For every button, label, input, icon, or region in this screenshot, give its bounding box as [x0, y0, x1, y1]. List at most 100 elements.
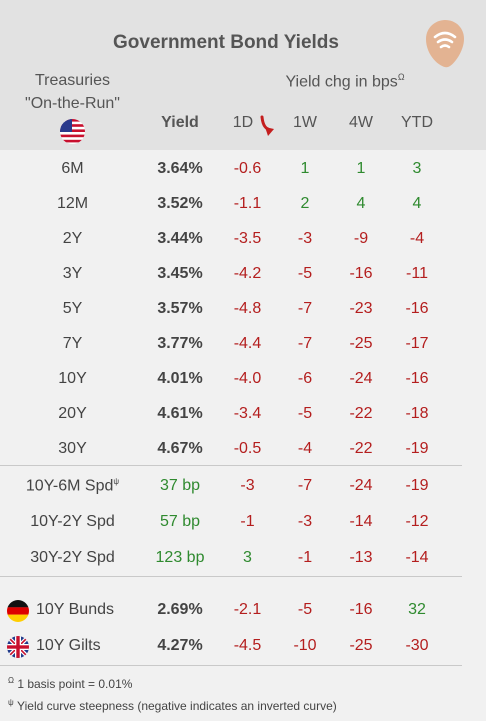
- change-4w-cell: -22: [349, 405, 373, 422]
- psi-footnote-marker: ψ: [113, 477, 120, 486]
- section-divider: [0, 465, 462, 466]
- section-divider: [0, 665, 462, 666]
- row-label: 20Y: [0, 405, 145, 423]
- yield-cell: 3.77%: [157, 335, 203, 352]
- change-1w-cell: 1: [300, 160, 310, 177]
- omega-footnote-marker: Ω: [397, 72, 405, 82]
- change-ytd-cell: 4: [412, 195, 422, 212]
- row-label: 10Y Gilts: [36, 637, 146, 655]
- change-1d-cell: -2.1: [233, 601, 262, 618]
- row-label: 30Y-2Y Spd: [0, 549, 145, 567]
- change-ytd-cell: -4: [409, 230, 425, 247]
- yield-cell: 2.69%: [157, 601, 203, 618]
- row-label-text: 10Y-2Y Spd: [30, 513, 115, 530]
- change-4w-cell: -13: [349, 549, 373, 566]
- change-4w-cell: -25: [349, 637, 373, 654]
- table-row: 3Y 3.45% -4.2 -5 -16 -11: [0, 257, 486, 292]
- psi-symbol: ψ: [8, 698, 14, 707]
- row-label: 7Y: [0, 335, 145, 353]
- yield-change-label: Yield chg in bps: [285, 73, 398, 91]
- change-1d-cell: -0.6: [233, 160, 262, 177]
- row-label: 6M: [0, 160, 145, 178]
- change-1w-cell: -5: [297, 405, 313, 422]
- row-label: 12M: [0, 195, 145, 213]
- col-1w-header[interactable]: 1W: [293, 114, 317, 131]
- yield-cell: 4.61%: [157, 405, 203, 422]
- yield-cell: 57 bp: [159, 513, 201, 530]
- change-4w-cell: -24: [349, 370, 373, 387]
- change-1w-cell: -7: [297, 335, 313, 352]
- row-label-text: 10Y: [58, 370, 87, 387]
- change-4w-cell: -23: [349, 300, 373, 317]
- col-ytd-header[interactable]: YTD: [401, 114, 433, 131]
- omega-symbol: Ω: [8, 676, 14, 685]
- change-1d-cell: -4.4: [233, 335, 262, 352]
- yield-cell: 37 bp: [159, 477, 201, 494]
- row-label: 5Y: [0, 300, 145, 318]
- sort-arrow-down-icon[interactable]: [259, 115, 277, 142]
- row-label-text: 10Y Bunds: [36, 601, 114, 618]
- yield-cell: 3.44%: [157, 230, 203, 247]
- table-row: 2Y 3.44% -3.5 -3 -9 -4: [0, 222, 486, 257]
- change-1d-cell: -0.5: [233, 440, 262, 457]
- change-4w-cell: -16: [349, 265, 373, 282]
- yield-cell: 3.52%: [157, 195, 203, 212]
- table-row: 10Y-6M Spdψ 37 bp -3 -7 -24 -19: [0, 469, 486, 504]
- change-1d-cell: -1.1: [233, 195, 262, 212]
- change-1d-cell: -4.8: [233, 300, 262, 317]
- yield-cell: 123 bp: [155, 549, 205, 566]
- on-the-run-label: "On-the-Run": [25, 95, 120, 112]
- change-1d-cell: -1: [240, 513, 255, 530]
- yield-cell: 3.45%: [157, 265, 203, 282]
- change-1d-cell: -3.5: [233, 230, 262, 247]
- change-ytd-cell: -16: [405, 370, 429, 387]
- change-1d-cell: -4.0: [233, 370, 262, 387]
- change-1w-cell: -3: [297, 230, 313, 247]
- change-1w-cell: -7: [297, 300, 313, 317]
- footnote-basis: Ω 1 basis point = 0.01%: [8, 676, 132, 691]
- change-1w-cell: -1: [297, 549, 313, 566]
- table-row: 6M 3.64% -0.6 1 1 3: [0, 152, 486, 187]
- col-1d-header[interactable]: 1D: [232, 114, 254, 131]
- table-row: 12M 3.52% -1.1 2 4 4: [0, 187, 486, 222]
- change-ytd-cell: -18: [405, 405, 429, 422]
- row-label: 10Y-6M Spdψ: [0, 477, 145, 495]
- table-row: 30Y 4.67% -0.5 -4 -22 -19: [0, 432, 486, 467]
- signal-logo-icon: [420, 17, 468, 69]
- change-ytd-cell: -19: [405, 440, 429, 457]
- change-4w-cell: -16: [349, 601, 373, 618]
- row-label-text: 20Y: [58, 405, 87, 422]
- row-label: 2Y: [0, 230, 145, 248]
- change-1d-cell: -3.4: [233, 405, 262, 422]
- table-header: Government Bond Yields Treasuries "On-th…: [0, 0, 486, 150]
- row-label-text: 10Y-6M Spd: [25, 477, 114, 495]
- change-4w-cell: -25: [349, 335, 373, 352]
- change-ytd-cell: -19: [405, 477, 429, 494]
- change-ytd-cell: -11: [406, 265, 428, 282]
- change-4w-cell: 4: [356, 195, 366, 212]
- row-label: 10Y-2Y Spd: [0, 513, 145, 531]
- table-row: 5Y 3.57% -4.8 -7 -23 -16: [0, 292, 486, 327]
- row-label: 10Y: [0, 370, 145, 388]
- col-yield-header[interactable]: Yield: [161, 114, 199, 131]
- change-1w-cell: -4: [297, 440, 313, 457]
- row-label-text: 10Y Gilts: [36, 637, 101, 654]
- change-4w-cell: 1: [356, 160, 366, 177]
- change-ytd-cell: -30: [405, 637, 429, 654]
- yield-cell: 3.64%: [157, 160, 203, 177]
- uk-flag-icon: [7, 636, 29, 658]
- change-ytd-cell: -14: [405, 549, 429, 566]
- germany-flag-icon: [7, 600, 29, 622]
- col-4w-header[interactable]: 4W: [349, 114, 373, 131]
- change-ytd-cell: -16: [405, 300, 429, 317]
- change-ytd-cell: 3: [412, 160, 422, 177]
- footnote-steepness: ψ Yield curve steepness (negative indica…: [8, 698, 337, 713]
- change-ytd-cell: -12: [405, 513, 429, 530]
- us-flag-icon: [60, 119, 85, 144]
- row-label-text: 12M: [56, 195, 89, 212]
- table-row: 10Y Gilts 4.27% -4.5 -10 -25 -30: [0, 629, 486, 664]
- change-1d-cell: 3: [243, 549, 252, 566]
- footnote-basis-text: 1 basis point = 0.01%: [17, 677, 133, 691]
- row-label-text: 7Y: [62, 335, 83, 352]
- change-1d-cell: -4.5: [233, 637, 262, 654]
